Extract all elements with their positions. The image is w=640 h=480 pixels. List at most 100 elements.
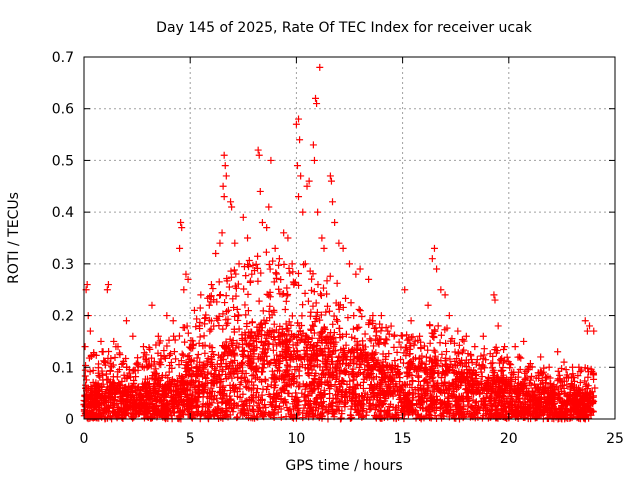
data-point (438, 389, 446, 397)
data-point (407, 342, 415, 350)
data-point (365, 321, 373, 329)
data-point (222, 370, 230, 378)
data-point (155, 382, 163, 390)
data-point (346, 260, 353, 268)
data-point (361, 330, 369, 338)
data-point (442, 361, 450, 369)
data-point (326, 394, 334, 402)
data-point (193, 354, 201, 362)
data-point (138, 363, 146, 371)
data-point (416, 332, 424, 340)
data-point (129, 332, 137, 340)
data-point (170, 348, 178, 356)
data-point (341, 403, 349, 411)
data-point (101, 361, 109, 369)
data-point (134, 383, 142, 391)
data-point (422, 390, 430, 398)
data-point (165, 368, 173, 376)
data-point (337, 397, 345, 405)
data-point (318, 374, 326, 382)
data-point (276, 332, 284, 340)
data-point (465, 379, 473, 387)
data-point (241, 397, 249, 405)
data-point (401, 380, 409, 388)
data-point (428, 329, 436, 337)
x-axis-label: GPS time / hours (285, 458, 402, 474)
data-point (358, 392, 366, 400)
data-point (344, 314, 352, 322)
data-point (273, 270, 281, 278)
data-point (525, 362, 533, 370)
data-point (316, 316, 324, 324)
data-point (288, 393, 296, 400)
data-point (471, 343, 479, 351)
data-point (207, 360, 215, 368)
data-point (574, 408, 582, 416)
data-point (248, 372, 256, 380)
data-point (381, 340, 389, 348)
data-point (201, 371, 209, 379)
data-point (278, 384, 286, 392)
data-point (145, 402, 153, 410)
data-point (464, 401, 472, 409)
data-point (185, 355, 193, 363)
data-point (143, 407, 151, 415)
data-point (417, 385, 425, 393)
data-point (554, 375, 562, 383)
data-point (265, 203, 273, 211)
x-tick-label: 10 (287, 431, 305, 447)
data-point (428, 393, 436, 401)
data-point (115, 349, 123, 357)
data-point (369, 319, 377, 327)
data-point (431, 348, 439, 356)
data-point (435, 369, 443, 377)
data-point (270, 320, 278, 328)
data-point (239, 213, 247, 221)
data-point (458, 361, 466, 369)
data-point (266, 265, 274, 273)
data-point (81, 372, 89, 380)
data-point (361, 343, 369, 351)
data-point (245, 411, 253, 419)
data-point (146, 345, 154, 353)
data-point (352, 270, 360, 278)
data-point (231, 357, 239, 365)
data-point (223, 308, 231, 316)
data-point (284, 234, 292, 242)
data-point (359, 378, 367, 386)
data-point (263, 334, 271, 342)
data-point (393, 348, 401, 356)
data-point (454, 370, 462, 378)
data-point (266, 327, 274, 335)
data-point (310, 329, 318, 337)
data-point (495, 359, 503, 367)
data-point (367, 381, 375, 389)
data-points (80, 63, 599, 423)
data-point (244, 307, 252, 315)
data-point (199, 364, 207, 372)
data-point (314, 208, 322, 216)
data-point (89, 414, 97, 422)
data-point (515, 368, 523, 376)
data-point (194, 351, 202, 359)
data-point (259, 368, 267, 376)
data-point (320, 244, 328, 252)
data-point (244, 234, 252, 242)
data-point (305, 357, 313, 365)
data-point (203, 357, 211, 365)
data-point (283, 284, 291, 292)
data-point (464, 407, 472, 415)
data-point (105, 404, 113, 412)
data-point (296, 136, 304, 144)
data-point (298, 389, 306, 397)
data-point (106, 359, 114, 367)
data-point (556, 396, 564, 404)
data-point (374, 337, 382, 345)
data-point (348, 402, 356, 410)
data-point (508, 388, 516, 396)
data-point (326, 172, 334, 180)
data-point (333, 385, 341, 393)
data-point (160, 347, 168, 355)
data-point (145, 344, 153, 352)
data-point (249, 384, 257, 392)
